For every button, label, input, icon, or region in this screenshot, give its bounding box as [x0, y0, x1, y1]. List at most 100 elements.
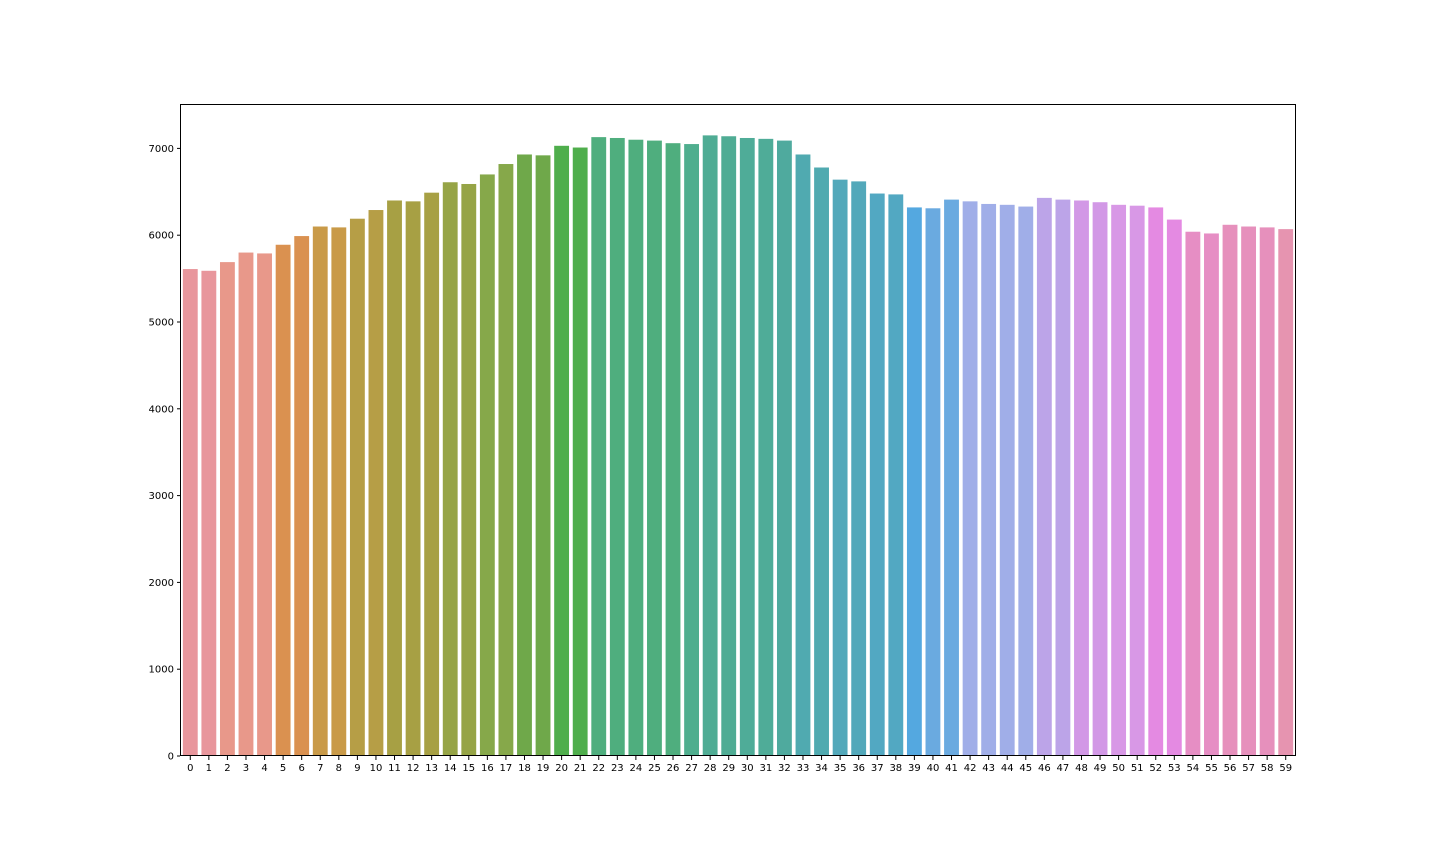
- bar-53: [1166, 219, 1182, 756]
- bar-9: [349, 218, 365, 756]
- plot-frame: [180, 104, 1296, 756]
- x-tick-label: 15: [462, 763, 475, 774]
- bar-48: [1074, 200, 1089, 757]
- bar-22: [591, 137, 607, 756]
- bar-42: [962, 201, 978, 757]
- x-tick-label: 7: [317, 763, 323, 774]
- x-tick-label: 12: [407, 763, 420, 774]
- bar-12: [405, 201, 421, 757]
- x-tick-label: 3: [243, 763, 249, 774]
- x-tick-label: 6: [298, 763, 304, 774]
- bar-33: [795, 154, 811, 757]
- x-tick-label: 38: [889, 763, 902, 774]
- x-tick-label: 0: [187, 763, 193, 774]
- x-tick-label: 47: [1057, 763, 1070, 774]
- bar-17: [498, 164, 514, 756]
- bar-11: [387, 200, 402, 757]
- x-tick-label: 40: [927, 763, 940, 774]
- bar-23: [609, 137, 625, 757]
- x-tick-label: 39: [908, 763, 921, 774]
- x-tick-label: 54: [1187, 763, 1200, 774]
- bar-15: [461, 183, 477, 757]
- bar-55: [1204, 233, 1219, 756]
- y-tick-label: 3000: [149, 491, 174, 502]
- y-axis: 0 1000 2000 3000 4000 5000 6000 7000: [149, 144, 180, 763]
- bar-52: [1148, 207, 1164, 757]
- x-tick-label: 25: [648, 763, 661, 774]
- x-tick-label: 29: [722, 763, 735, 774]
- x-tick-label: 16: [481, 763, 494, 774]
- x-tick-label: 35: [834, 763, 847, 774]
- bar-21: [572, 147, 588, 756]
- bar-31: [758, 138, 774, 757]
- x-tick-label: 14: [444, 763, 457, 774]
- bar-37: [869, 193, 885, 757]
- x-tick-label: 34: [815, 763, 828, 774]
- bar-36: [851, 181, 867, 756]
- x-tick-label: 41: [945, 763, 958, 774]
- x-tick-label: 5: [280, 763, 286, 774]
- bar-43: [981, 203, 997, 756]
- bar-58: [1259, 227, 1275, 756]
- x-tick-label: 9: [354, 763, 360, 774]
- x-tick-label: 55: [1205, 763, 1218, 774]
- bar-39: [906, 207, 922, 757]
- x-tick-label: 21: [574, 763, 587, 774]
- bar-0: [182, 269, 198, 756]
- bar-2: [219, 262, 235, 756]
- bar-29: [721, 136, 737, 756]
- y-tick-label: 2000: [149, 578, 174, 589]
- bar-50: [1111, 204, 1127, 756]
- x-tick-label: 53: [1168, 763, 1181, 774]
- bar-34: [814, 167, 829, 756]
- y-tick-label: 4000: [149, 404, 174, 415]
- bar-38: [888, 194, 904, 756]
- x-tick-label: 51: [1131, 763, 1144, 774]
- x-axis: 0 1 2 3 4 5 6 7 8 9 10 11 12 13 14 15 16 17 18 19 20 21 22 23 24…: [187, 756, 1292, 774]
- x-tick-label: 32: [778, 763, 791, 774]
- bar-56: [1222, 224, 1238, 756]
- bar-20: [554, 145, 570, 757]
- y-tick-label: 7000: [149, 144, 174, 155]
- y-tick-label: 0: [168, 752, 174, 763]
- bar-46: [1036, 197, 1052, 756]
- x-tick-label: 30: [741, 763, 754, 774]
- x-tick-label: 33: [797, 763, 810, 774]
- bar-5: [275, 244, 291, 756]
- x-tick-label: 18: [518, 763, 531, 774]
- x-tick-label: 58: [1261, 763, 1274, 774]
- bar-6: [294, 236, 310, 756]
- x-tick-label: 24: [630, 763, 643, 774]
- y-tick-label: 6000: [149, 231, 174, 242]
- bar-18: [517, 154, 532, 757]
- x-tick-label: 50: [1112, 763, 1125, 774]
- x-tick-label: 57: [1242, 763, 1255, 774]
- bar-13: [424, 192, 440, 757]
- x-tick-label: 1: [206, 763, 212, 774]
- x-tick-label: 10: [370, 763, 383, 774]
- bar-35: [832, 179, 848, 756]
- bar-30: [739, 137, 755, 757]
- bar-7: [312, 226, 328, 756]
- x-tick-label: 36: [852, 763, 865, 774]
- bar-27: [684, 144, 700, 756]
- bar-28: [702, 135, 718, 756]
- bar-57: [1241, 226, 1257, 756]
- x-tick-label: 44: [1001, 763, 1014, 774]
- bar-51: [1129, 205, 1145, 756]
- y-tick-label: 1000: [149, 665, 174, 676]
- bar-8: [331, 227, 347, 756]
- x-tick-label: 37: [871, 763, 884, 774]
- bar-44: [999, 204, 1015, 756]
- x-tick-label: 26: [667, 763, 680, 774]
- bar-4: [257, 253, 272, 756]
- x-tick-label: 56: [1224, 763, 1237, 774]
- x-tick-label: 49: [1094, 763, 1107, 774]
- x-tick-label: 48: [1075, 763, 1088, 774]
- x-tick-label: 45: [1019, 763, 1032, 774]
- x-tick-label: 17: [500, 763, 513, 774]
- x-tick-label: 8: [336, 763, 342, 774]
- bar-41: [944, 199, 959, 757]
- bar-59: [1278, 229, 1294, 756]
